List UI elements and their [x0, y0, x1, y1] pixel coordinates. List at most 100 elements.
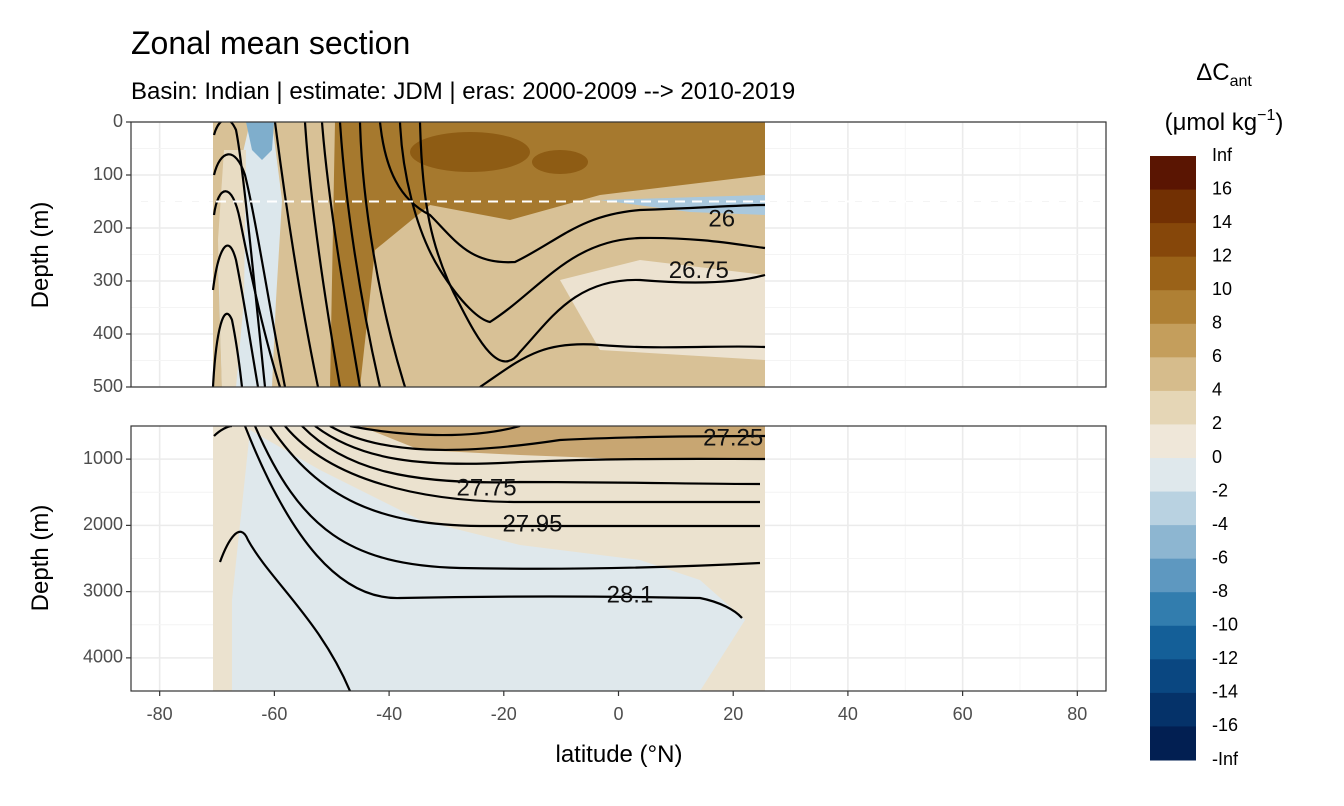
legend-tick-label: 14	[1212, 212, 1232, 232]
legend-tick-label: 6	[1212, 346, 1222, 366]
legend-tick-label: 0	[1212, 447, 1222, 467]
isopycnal-label: 26	[708, 205, 735, 232]
y-tick-label: 1000	[83, 448, 123, 468]
isopycnal-line	[211, 312, 244, 387]
chart-subtitle: Basin: Indian | estimate: JDM | eras: 20…	[131, 78, 795, 105]
isopycnal-line	[398, 122, 766, 324]
isopycnal-line	[273, 122, 320, 387]
isopycnal-line	[211, 244, 260, 387]
legend-title-main: ΔC	[1196, 59, 1229, 86]
legend-tick-label: 12	[1212, 245, 1232, 265]
legend-unit-close: )	[1275, 109, 1283, 136]
isopycnal-line	[314, 426, 766, 465]
y-tick-label: 4000	[83, 647, 123, 667]
isopycnal-line	[253, 426, 761, 570]
upper-panel-border	[130, 121, 1107, 388]
legend-tick-label: -Inf	[1212, 749, 1239, 769]
legend-swatch	[1150, 256, 1196, 291]
legend-swatch	[1150, 424, 1196, 459]
x-tick-label: 0	[613, 704, 623, 724]
field-low-positive-zone	[218, 150, 246, 387]
legend-tick-label: -6	[1212, 547, 1228, 567]
upper-panel-field	[213, 122, 765, 387]
x-tick-label: 20	[723, 704, 743, 724]
isopycnal-label: 27.95	[502, 511, 562, 538]
legend-swatch	[1150, 726, 1196, 761]
chart-title: Zonal mean section	[131, 25, 410, 61]
y-tick-label: 0	[113, 111, 123, 131]
lower-isopycnals	[213, 426, 766, 691]
y-tick-label: 300	[93, 270, 123, 290]
legend-tick-label: 16	[1212, 178, 1232, 198]
legend-tick-label: 4	[1212, 380, 1222, 400]
legend-unit-main: (μmol kg	[1165, 109, 1258, 136]
legend-title: ΔCant	[1196, 59, 1252, 90]
isopycnal-line	[338, 122, 382, 387]
legend-tick-label: -10	[1212, 615, 1238, 635]
x-axis-label: latitude (°N)	[556, 741, 683, 768]
legend-tick-label: 10	[1212, 279, 1232, 299]
x-tick-label: -40	[376, 704, 402, 724]
legend-tick-label: -14	[1212, 682, 1238, 702]
field-negative-zone-lower	[232, 430, 745, 691]
isopycnal-line	[479, 343, 766, 387]
isopycnal-line	[378, 122, 766, 264]
y-axis-label-upper: Depth (m)	[27, 202, 54, 309]
y-tick-label: 400	[93, 323, 123, 343]
legend-unit-sup: −1	[1257, 107, 1275, 124]
isopycnal-label: 27.25	[703, 425, 763, 452]
isopycnal-line	[243, 426, 743, 619]
y-tick-label: 3000	[83, 580, 123, 600]
x-tick-label: 60	[953, 704, 973, 724]
legend-swatch	[1150, 323, 1196, 358]
legend-title-sub: ant	[1230, 73, 1253, 90]
isopycnal-line	[303, 122, 342, 387]
isopycnal-line	[212, 153, 287, 387]
isopycnal-label: 27.75	[457, 474, 517, 501]
legend-tick-label: -8	[1212, 581, 1228, 601]
isopycnal-line	[301, 426, 761, 486]
y-axis-label-lower: Depth (m)	[27, 505, 54, 612]
x-tick-label: -20	[491, 704, 517, 724]
legend-swatch	[1150, 558, 1196, 593]
x-tick-label: -80	[147, 704, 173, 724]
field-positive-light-zone	[560, 260, 765, 360]
upper-isopycnals	[211, 122, 766, 387]
legend-swatch	[1150, 491, 1196, 526]
legend-tick-label: -12	[1212, 648, 1238, 668]
legend-swatch	[1150, 357, 1196, 392]
legend-colorbar: Inf 16 14 12 10 8 6 4 2 0 -2 -4 -6 -8 -10 -12 -14 -16 -Inf	[1150, 145, 1239, 769]
legend-swatch	[1150, 625, 1196, 660]
field-max-zone	[410, 132, 530, 172]
legend-tick-label: -16	[1212, 715, 1238, 735]
legend-tick-label: 8	[1212, 313, 1222, 333]
legend-swatch	[1150, 223, 1196, 258]
y-tick-label: 100	[93, 164, 123, 184]
isopycnal-labels: 26 26.75 27.25 27.75 27.95 28.1	[457, 205, 764, 608]
isopycnal-line	[320, 122, 362, 387]
field-high-positive-zone	[330, 122, 765, 387]
legend-tick-label: -2	[1212, 480, 1228, 500]
legend-tick-label: 2	[1212, 413, 1222, 433]
isopycnal-line	[329, 426, 766, 452]
isopycnal-line	[269, 426, 760, 528]
legend-swatch	[1150, 290, 1196, 325]
isopycnal-line	[212, 190, 282, 387]
isopycnal-line	[358, 122, 407, 387]
lower-panel-field	[213, 426, 765, 691]
legend-swatch	[1150, 525, 1196, 560]
isopycnal-line	[418, 122, 766, 363]
legend-tick-label: Inf	[1212, 145, 1233, 165]
legend-swatch	[1150, 592, 1196, 627]
legend-swatch	[1150, 659, 1196, 694]
isopycnal-line	[349, 426, 521, 437]
legend-swatch	[1150, 692, 1196, 727]
y-tick-label: 500	[93, 376, 123, 396]
x-tick-label: 40	[838, 704, 858, 724]
legend-swatch	[1150, 156, 1196, 191]
x-tick-label: -60	[261, 704, 287, 724]
legend-tick-label: -4	[1212, 514, 1228, 534]
